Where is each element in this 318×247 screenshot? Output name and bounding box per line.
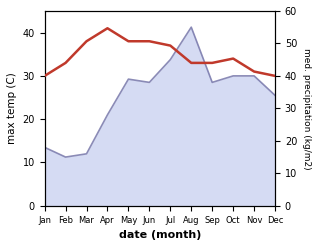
X-axis label: date (month): date (month)	[119, 230, 201, 240]
Y-axis label: med. precipitation (kg/m2): med. precipitation (kg/m2)	[302, 48, 311, 169]
Y-axis label: max temp (C): max temp (C)	[7, 72, 17, 144]
